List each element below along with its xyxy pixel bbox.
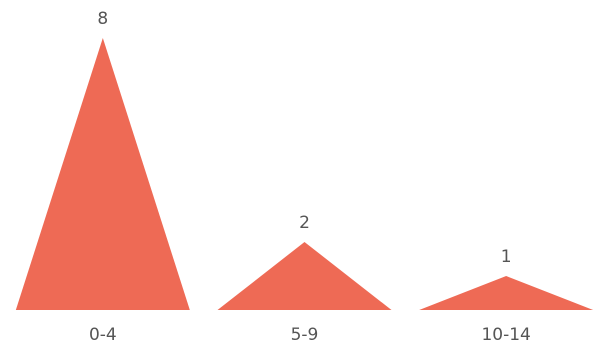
chart-marks <box>15 38 594 310</box>
value-label-10-14: 1 <box>501 247 512 267</box>
value-labels: 8 2 1 <box>97 9 511 267</box>
bar-10-14 <box>419 276 594 310</box>
x-tick-label-10-14: 10-14 <box>481 325 530 345</box>
bar-0-4 <box>15 38 190 310</box>
x-tick-labels: 0-4 5-9 10-14 <box>89 325 531 345</box>
value-label-0-4: 8 <box>97 9 108 29</box>
value-label-5-9: 2 <box>299 213 310 233</box>
bar-5-9 <box>217 242 392 310</box>
x-tick-label-5-9: 5-9 <box>291 325 319 345</box>
x-tick-label-0-4: 0-4 <box>89 325 117 345</box>
